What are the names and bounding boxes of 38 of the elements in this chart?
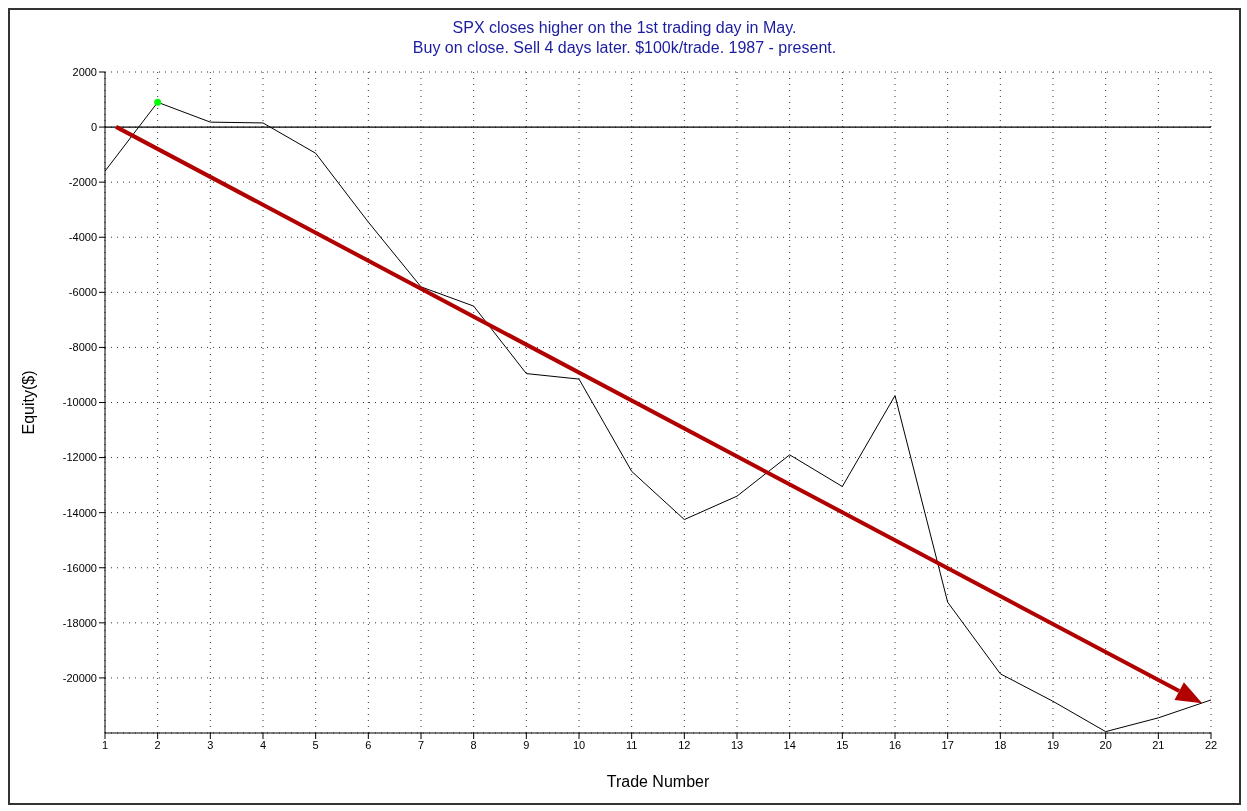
y-tick-label: 2000 bbox=[72, 65, 97, 78]
y-tick-label: -8000 bbox=[68, 341, 97, 354]
x-tick-label: 2 bbox=[154, 738, 161, 751]
x-tick-label: 8 bbox=[470, 738, 477, 751]
x-tick-label: 15 bbox=[836, 738, 849, 751]
x-tick-label: 22 bbox=[1204, 738, 1218, 751]
y-tick-label: -6000 bbox=[68, 286, 97, 299]
x-tick-label: 20 bbox=[1099, 738, 1112, 751]
chart-title: SPX closes higher on the 1st trading day in May. bbox=[451, 18, 798, 38]
chart-subtitle: Buy on close. Sell 4 days later. $100k/trade. 1987 - present. bbox=[411, 38, 838, 58]
y-tick-label: -18000 bbox=[62, 616, 97, 629]
x-tick-label: 3 bbox=[207, 738, 214, 751]
x-tick-label: 7 bbox=[417, 738, 425, 751]
x-tick-label: 4 bbox=[259, 738, 267, 751]
x-tick-label: 13 bbox=[730, 738, 744, 751]
y-axis-title: Equity($) bbox=[19, 370, 37, 435]
y-tick-label: -4000 bbox=[68, 231, 97, 244]
x-tick-label: 11 bbox=[625, 738, 638, 751]
x-tick-label: 12 bbox=[678, 738, 691, 751]
x-tick-label: 1 bbox=[101, 738, 109, 751]
x-tick-label: 21 bbox=[1152, 738, 1165, 751]
x-tick-label: 6 bbox=[365, 738, 372, 751]
y-tick-label: -20000 bbox=[62, 671, 97, 684]
x-tick-label: 5 bbox=[312, 738, 319, 751]
x-tick-label: 18 bbox=[994, 738, 1007, 751]
x-tick-label: 9 bbox=[523, 738, 530, 751]
y-tick-label: -16000 bbox=[62, 561, 97, 574]
y-tick-label: 0 bbox=[90, 120, 97, 133]
x-tick-label: 16 bbox=[888, 738, 902, 751]
y-tick-label: -14000 bbox=[62, 506, 97, 519]
y-tick-label: -10000 bbox=[62, 396, 97, 409]
x-axis-title: Trade Number bbox=[606, 773, 710, 790]
x-tick-label: 14 bbox=[783, 738, 796, 751]
y-tick-label: -12000 bbox=[62, 451, 97, 464]
x-tick-label: 10 bbox=[572, 738, 586, 751]
x-tick-label: 19 bbox=[1046, 738, 1060, 751]
y-tick-label: -2000 bbox=[68, 176, 97, 189]
x-tick-label: 17 bbox=[941, 738, 954, 751]
